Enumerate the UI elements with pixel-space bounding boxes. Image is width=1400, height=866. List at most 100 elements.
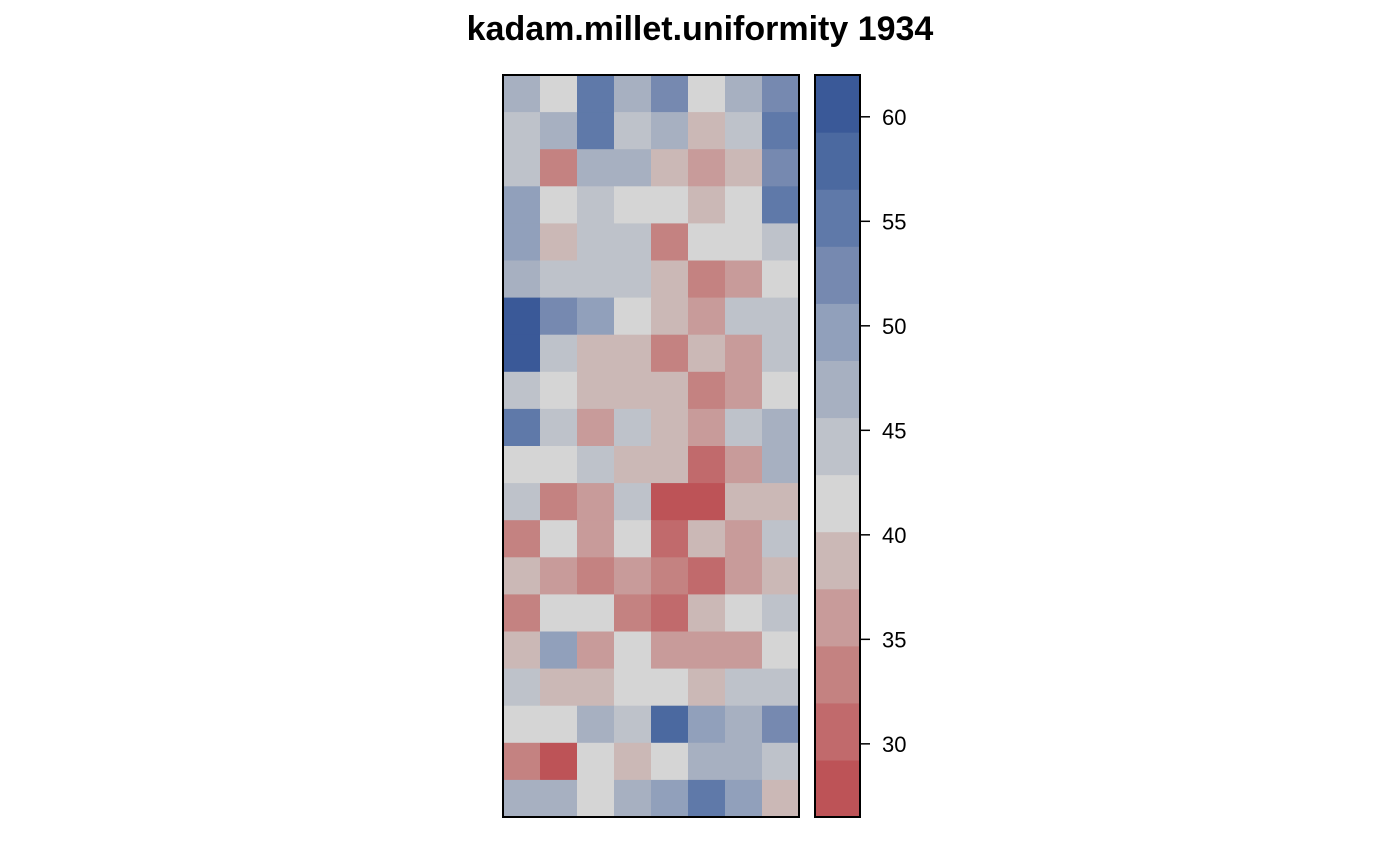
- heatmap-cell-r8-c3: [577, 334, 615, 373]
- colorbar-tick-label-30: 30: [882, 732, 906, 757]
- heatmap-cell-r7-c3: [577, 297, 615, 336]
- heatmap-cell-r18-c4: [614, 705, 652, 744]
- heatmap-cell-r11-c1: [503, 446, 541, 484]
- colorbar-band-10: [815, 246, 860, 304]
- heatmap-cell-r8-c8: [762, 334, 800, 373]
- heatmap-cell-r19-c8: [762, 742, 800, 781]
- heatmap-cell-r7-c8: [762, 297, 800, 336]
- heatmap-cell-r10-c1: [503, 408, 541, 447]
- heatmap-cell-r8-c2: [540, 334, 578, 373]
- heatmap-cell-r6-c8: [762, 260, 800, 299]
- heatmap-cell-r6-c4: [614, 260, 652, 299]
- colorbar-ticks: 30 35 40 45 50 55 60: [860, 105, 906, 757]
- heatmap-frame: [502, 74, 800, 818]
- heatmap-cell-r12-c6: [688, 483, 726, 521]
- heatmap-cell-r1-c6: [688, 75, 726, 113]
- heatmap-cell-r12-c8: [762, 483, 800, 521]
- heatmap-cell-r9-c3: [577, 371, 615, 410]
- heatmap-cell-r4-c3: [577, 186, 615, 224]
- heatmap-cell-r13-c8: [762, 520, 800, 558]
- heatmap-cell-r9-c7: [725, 371, 763, 410]
- heatmap-cell-r18-c1: [503, 705, 541, 744]
- heatmap-cell-r2-c7: [725, 112, 763, 150]
- heatmap-cell-r4-c4: [614, 186, 652, 224]
- colorbar-band-3: [815, 645, 860, 704]
- heatmap-cell-r9-c2: [540, 371, 578, 410]
- heatmap-cell-r18-c8: [762, 705, 800, 744]
- heatmap-cell-r19-c7: [725, 742, 763, 781]
- heatmap-cell-r6-c5: [651, 260, 689, 299]
- colorbar-band-4: [815, 588, 860, 647]
- heatmap-cell-r11-c6: [688, 446, 726, 484]
- heatmap-cell-r6-c1: [503, 260, 541, 299]
- heatmap-cell-r19-c2: [540, 742, 578, 781]
- heatmap-cell-r1-c1: [503, 75, 541, 113]
- heatmap-cell-r9-c8: [762, 371, 800, 410]
- heatmap-cell-r17-c6: [688, 668, 726, 707]
- heatmap-cell-r13-c3: [577, 520, 615, 558]
- colorbar-band-6: [815, 474, 860, 533]
- heatmap-cell-r3-c4: [614, 149, 652, 187]
- heatmap-cell-r11-c5: [651, 446, 689, 484]
- heatmap-cell-r4-c6: [688, 186, 726, 224]
- heatmap-cell-r14-c5: [651, 557, 689, 595]
- heatmap-cell-r16-c8: [762, 631, 800, 670]
- heatmap-cell-r6-c7: [725, 260, 763, 299]
- heatmap-cell-r7-c1: [503, 297, 541, 336]
- colorbar-tick-label-40: 40: [882, 523, 906, 548]
- heatmap-cell-r14-c2: [540, 557, 578, 595]
- heatmap-cell-r17-c1: [503, 668, 541, 707]
- heatmap-cell-r2-c8: [762, 112, 800, 150]
- heatmap-cell-r7-c4: [614, 297, 652, 336]
- heatmap-cell-r5-c6: [688, 223, 726, 262]
- heatmap-cell-r4-c1: [503, 186, 541, 224]
- heatmap-cell-r13-c2: [540, 520, 578, 558]
- heatmap-cell-r8-c5: [651, 334, 689, 373]
- heatmap-cell-r4-c2: [540, 186, 578, 224]
- heatmap-cell-r20-c1: [503, 779, 541, 818]
- heatmap-cell-r17-c3: [577, 668, 615, 707]
- colorbar-tick-label-60: 60: [882, 105, 906, 130]
- heatmap-cell-r15-c5: [651, 594, 689, 633]
- heatmap-cell-r4-c7: [725, 186, 763, 224]
- heatmap-cell-r5-c5: [651, 223, 689, 262]
- heatmap-cell-r8-c1: [503, 334, 541, 373]
- heatmap-cell-r3-c7: [725, 149, 763, 187]
- heatmap-cell-r20-c8: [762, 779, 800, 818]
- heatmap-cell-r12-c4: [614, 483, 652, 521]
- colorbar-band-2: [815, 702, 860, 761]
- heatmap-cell-r9-c6: [688, 371, 726, 410]
- heatmap-cell-r10-c3: [577, 408, 615, 447]
- heatmap-cell-r19-c3: [577, 742, 615, 781]
- chart-title: kadam.millet.uniformity 1934: [466, 10, 934, 48]
- heatmap-cell-r4-c5: [651, 186, 689, 224]
- heatmap-cell-r5-c8: [762, 223, 800, 262]
- heatmap-cell-r11-c2: [540, 446, 578, 484]
- heatmap-cell-r3-c8: [762, 149, 800, 187]
- heatmap-cell-r16-c1: [503, 631, 541, 670]
- heatmap-cell-r19-c5: [651, 742, 689, 781]
- heatmap-cell-r17-c2: [540, 668, 578, 707]
- heatmap-cell-r10-c2: [540, 408, 578, 447]
- heatmap-cell-r1-c5: [651, 75, 689, 113]
- heatmap-cell-r11-c3: [577, 446, 615, 484]
- heatmap-cell-r7-c6: [688, 297, 726, 336]
- heatmap-cell-r18-c3: [577, 705, 615, 744]
- heatmap-cell-r12-c7: [725, 483, 763, 521]
- colorbar-tick-label-50: 50: [882, 314, 906, 339]
- colorbar-band-9: [815, 303, 860, 361]
- heatmap-cell-r14-c1: [503, 557, 541, 595]
- heatmap-cell-r19-c4: [614, 742, 652, 781]
- heatmap-cell-r15-c2: [540, 594, 578, 633]
- heatmap-cell-r18-c6: [688, 705, 726, 744]
- heatmap-cell-r13-c6: [688, 520, 726, 558]
- heatmap-cell-r6-c6: [688, 260, 726, 299]
- colorbar-tick-label-45: 45: [882, 418, 906, 443]
- heatmap-cell-r10-c4: [614, 408, 652, 447]
- colorbar-band-13: [815, 75, 860, 133]
- heatmap-cell-r11-c8: [762, 446, 800, 484]
- heatmap-cell-r12-c5: [651, 483, 689, 521]
- heatmap-cell-r18-c5: [651, 705, 689, 744]
- heatmap-cell-r20-c6: [688, 779, 726, 818]
